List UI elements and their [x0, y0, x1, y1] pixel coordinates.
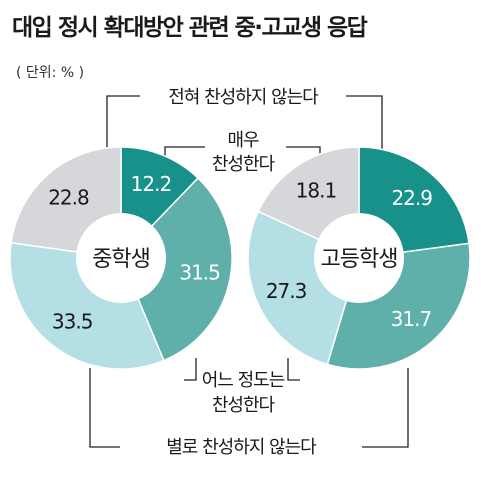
strong-oppose-label: 전혀 찬성하지 않는다	[168, 87, 319, 108]
strong-oppose-line-left	[106, 95, 140, 160]
disagree-line-right	[362, 368, 409, 448]
some-agree-label-line2: 찬성한다	[212, 395, 276, 416]
middle-school-donut-hole	[76, 213, 166, 303]
high-school-value-strong-oppose: 18.1	[296, 179, 337, 203]
strong-agree-label-line1: 매우	[227, 130, 259, 151]
middle-school-value-strong-oppose: 22.8	[48, 186, 89, 210]
middle-school-center-title: 중학생	[92, 247, 150, 272]
disagree-label: 별로 찬성하지 않는다	[166, 437, 317, 458]
strong-oppose-line-right	[346, 95, 383, 160]
disagree-line-left	[89, 368, 120, 448]
high-school-value-strong-agree: 22.9	[391, 186, 432, 210]
middle-school-value-disagree: 33.5	[52, 309, 93, 333]
middle-school-value-some-agree: 31.5	[179, 261, 220, 285]
callout-lines	[89, 95, 409, 448]
high-school-donut-hole	[314, 213, 404, 303]
some-agree-line-right	[287, 358, 300, 381]
middle-school-slice-some-agree	[120, 176, 233, 362]
strong-agree-label-line2: 찬성한다	[212, 154, 276, 175]
high-school-center-title: 고등학생	[321, 247, 398, 272]
some-agree-label-line1: 어느 정도는	[202, 370, 285, 391]
page-title: 대입 정시 확대방안 관련 중·고교생 응답	[12, 15, 368, 41]
some-agree-line-left	[184, 358, 197, 381]
high-school-value-some-agree: 31.7	[391, 307, 432, 331]
high-school-value-disagree: 27.3	[266, 279, 307, 303]
unit-label: ( 단위: % )	[16, 65, 85, 81]
middle-school-value-strong-agree: 12.2	[131, 172, 172, 196]
